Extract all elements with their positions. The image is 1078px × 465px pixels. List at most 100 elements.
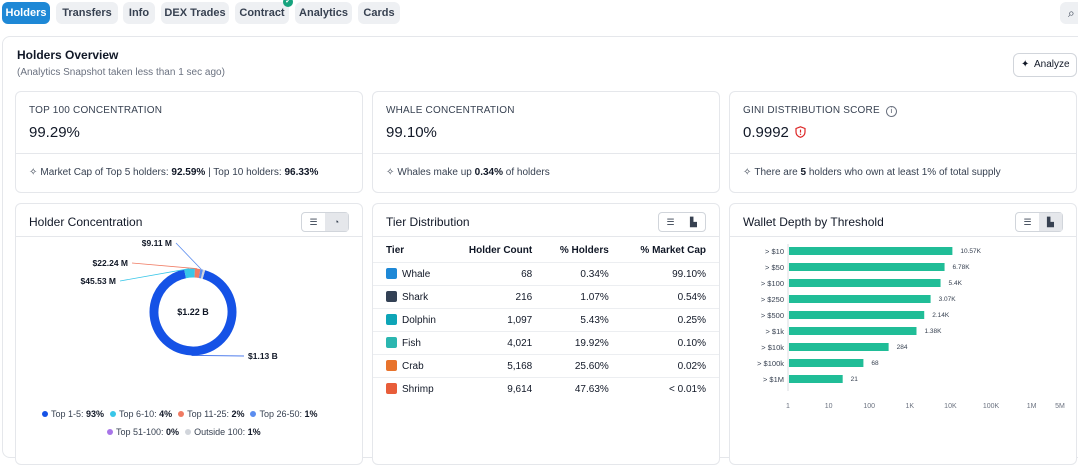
bar[interactable] <box>789 375 843 383</box>
list-view-icon[interactable]: ☰ <box>1023 217 1032 227</box>
tier-name: Shark <box>402 292 429 303</box>
holder-count-cell: 68 <box>450 262 546 286</box>
note-value-top5: 92.59% <box>171 167 206 178</box>
pct-holders-cell: 5.43% <box>545 308 622 332</box>
donut-slice[interactable] <box>145 264 242 361</box>
stat-card-gini: GINI DISTRIBUTION SCORE i 0.9992 ✧ There … <box>729 91 1077 193</box>
list-view-icon[interactable]: ☰ <box>309 217 318 227</box>
legend-item[interactable]: Outside 100: 1% <box>185 427 261 437</box>
bar[interactable] <box>789 295 931 303</box>
tab-info[interactable]: Info <box>123 2 155 24</box>
wallet-depth-chart: > $10 10.57K > $50 6.78K > $100 5.4K > $250 3.0… <box>757 244 1065 410</box>
analyze-button[interactable]: ✦ Analyze <box>1013 53 1077 77</box>
view-toggle[interactable]: ☰ ◔ <box>301 212 349 232</box>
bar-value-label: 21 <box>851 376 859 383</box>
table-row[interactable]: Dolphin 1,097 5.43% 0.25% <box>373 308 719 332</box>
legend-value: 1% <box>304 409 318 419</box>
x-tick-label: 1 <box>786 403 790 410</box>
stat-value: 99.29% <box>29 124 80 141</box>
search-icon: ⌕ <box>1068 6 1075 20</box>
x-tick-label: 10K <box>944 403 957 410</box>
note-value: 0.34% <box>474 167 504 178</box>
legend-label: Outside 100: <box>194 427 248 437</box>
list-view-icon[interactable]: ☰ <box>666 217 675 227</box>
bar[interactable] <box>789 311 925 319</box>
bar[interactable] <box>789 343 889 351</box>
tab-dex-trades[interactable]: DEX Trades <box>161 2 229 24</box>
note-value-top10: 96.33% <box>284 167 319 178</box>
divider <box>16 153 362 154</box>
search-button[interactable]: ⌕ <box>1060 2 1078 24</box>
table-row[interactable]: Shrimp 9,614 47.63% < 0.01% <box>373 377 719 400</box>
tab-analytics[interactable]: Analytics <box>295 2 352 24</box>
x-tick-label: 10 <box>825 403 833 410</box>
legend-value: 0% <box>166 427 180 437</box>
card-title: Tier Distribution <box>386 215 470 229</box>
table-row[interactable]: Crab 5,168 25.60% 0.02% <box>373 354 719 378</box>
pct-holders-cell: 0.34% <box>545 262 622 286</box>
divider <box>730 153 1076 154</box>
pct-market-cap-cell: 99.10% <box>621 262 719 286</box>
column-header: Holder Count <box>468 244 533 256</box>
tier-cell: Shrimp <box>373 377 451 400</box>
pct-holders-cell: 1.07% <box>545 285 622 309</box>
y-tick-label: > $10k <box>761 343 784 352</box>
stat-note: ✧ There are 5 holders who own at least 1%… <box>743 167 1001 178</box>
bar-view-icon[interactable]: ▙ <box>690 217 697 227</box>
stat-note: ✧ Market Cap of Top 5 holders: 92.59% | T… <box>29 167 318 178</box>
legend-item[interactable]: Top 11-25: 2% <box>178 409 244 419</box>
y-tick-label: > $500 <box>761 311 784 320</box>
pct-holders-cell: 47.63% <box>545 377 622 400</box>
legend-item[interactable]: Top 51-100: 0% <box>107 427 179 437</box>
stat-label: TOP 100 CONCENTRATION <box>29 105 163 116</box>
tab-contract[interactable]: Contract ✓ <box>235 0 293 24</box>
table-row[interactable]: Shark 216 1.07% 0.54% <box>373 285 719 309</box>
bar[interactable] <box>789 279 941 287</box>
holder-count-cell: 4,021 <box>450 331 546 355</box>
info-icon[interactable]: i <box>885 106 897 117</box>
shield-alert-icon <box>795 126 806 138</box>
stat-label: WHALE CONCENTRATION <box>386 105 515 116</box>
holder-count-cell: 1,097 <box>450 308 546 332</box>
sparkle-icon: ✦ <box>1021 59 1030 70</box>
y-tick-label: > $100 <box>761 279 784 288</box>
table-row[interactable]: Fish 4,021 19.92% 0.10% <box>373 331 719 355</box>
divider <box>373 153 719 154</box>
bar[interactable] <box>789 247 953 255</box>
note-text: Whales make up <box>397 167 472 178</box>
y-tick-label: > $10 <box>765 247 784 256</box>
tab-transfers[interactable]: Transfers <box>56 2 118 24</box>
callout-label: $9.11 M <box>142 238 172 248</box>
tier-cell: Shark <box>373 285 451 309</box>
card-title: Wallet Depth by Threshold <box>743 215 884 229</box>
bar-value-label: 2.14K <box>932 312 950 319</box>
bar[interactable] <box>789 359 864 367</box>
bar[interactable] <box>789 263 945 271</box>
tab-holders[interactable]: Holders <box>2 2 50 24</box>
legend-item[interactable]: Top 1-5: 93% <box>42 409 104 419</box>
divider <box>373 236 719 237</box>
legend-swatch <box>178 411 185 417</box>
bar[interactable] <box>789 327 917 335</box>
bar-value-label: 10.57K <box>960 248 981 255</box>
pie-view-icon[interactable]: ◔ <box>325 213 348 231</box>
legend-value: 2% <box>231 409 245 419</box>
y-tick-label: > $1M <box>763 375 784 384</box>
card-title: Holder Concentration <box>29 215 143 229</box>
tier-table: Tier Holder Count % Holders % Market Cap… <box>373 238 719 400</box>
bar-view-icon[interactable]: ▙ <box>1039 213 1062 231</box>
view-toggle[interactable]: ☰ ▙ <box>1015 212 1063 232</box>
tab-cards[interactable]: Cards <box>358 2 400 24</box>
stat-label: GINI DISTRIBUTION SCORE i <box>743 105 897 117</box>
callout-label: $45.53 M <box>81 276 116 286</box>
legend-item[interactable]: Top 26-50: 1% <box>250 409 318 419</box>
table-row[interactable]: Whale 68 0.34% 99.10% <box>373 262 719 286</box>
legend-item[interactable]: Top 6-10: 4% <box>110 409 172 419</box>
divider <box>16 236 362 237</box>
stat-value: 0.9992 <box>743 124 806 141</box>
view-toggle[interactable]: ☰ ▙ <box>658 212 706 232</box>
legend-value: 4% <box>159 409 173 419</box>
verified-check-icon: ✓ <box>283 0 293 7</box>
holders-overview-panel: Holders Overview (Analytics Snapshot tak… <box>2 36 1078 465</box>
legend-swatch <box>185 429 192 435</box>
